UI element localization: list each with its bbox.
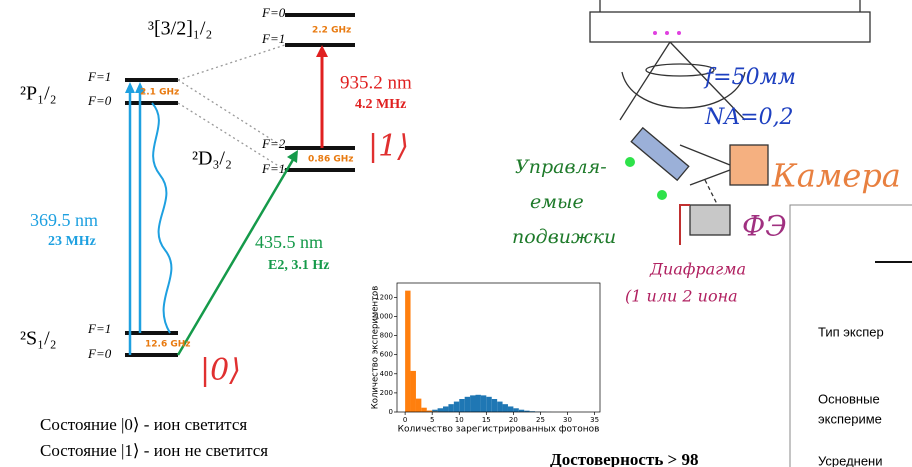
sketch-text: Камера [771, 157, 901, 195]
hist-bar [465, 397, 470, 412]
dialog-text: Основные [818, 391, 880, 406]
x-tick-label: 15 [482, 416, 491, 424]
hist-bar [481, 395, 486, 412]
splitting: 2.1 GHz [140, 88, 179, 98]
hist-bar [421, 408, 426, 412]
hist-bar [405, 291, 410, 412]
y-tick-label: 800 [380, 332, 393, 340]
f-label: F=1 [261, 31, 285, 46]
hist-bar [411, 371, 416, 412]
note: Состояние |1⟩ - ион не светится [40, 441, 268, 460]
x-axis-label: Количество зарегистрированных фотонов [398, 425, 600, 435]
hist-bar [486, 397, 491, 412]
y-tick-label: 200 [380, 389, 393, 397]
linewidth: 4.2 MHz [355, 97, 406, 112]
sketch-text: емые [530, 191, 584, 213]
f-label: F=2 [261, 136, 286, 151]
hist-bar [438, 408, 443, 412]
fidelity: Достоверность > 98 [550, 450, 699, 467]
x-tick-label: 20 [509, 416, 518, 424]
plot-frame [397, 283, 600, 412]
sketch-text: NA=0,2 [704, 105, 794, 130]
level-label: ²D₃/₂ [192, 148, 232, 170]
f-label: F=1 [87, 69, 111, 84]
linewidth: E2, 3.1 Hz [268, 258, 329, 273]
sketch-text: f=50мм [703, 65, 796, 90]
x-tick-label: 30 [563, 416, 572, 424]
f-label: F=0 [87, 346, 112, 361]
level-lines [125, 15, 355, 355]
dialog-text: Усреднени [818, 453, 883, 467]
hist-bar [497, 402, 502, 412]
level-label: ³[3/2]₁/₂ [148, 18, 212, 40]
hist-bar [416, 399, 421, 412]
x-tick-label: 5 [430, 416, 434, 424]
hist-bar [454, 402, 459, 412]
f-label: F=0 [87, 93, 112, 108]
dialog-text: Тип экспер [818, 324, 884, 339]
f-label: F=0 [261, 5, 286, 20]
y-tick-label: 600 [380, 351, 393, 359]
sketch-text: Управля- [515, 156, 607, 178]
y-tick-label: 0 [389, 408, 393, 416]
y-axis-label: Количество экспериментов [371, 286, 381, 410]
x-tick-label: 35 [590, 416, 599, 424]
f-label: F=1 [87, 321, 111, 336]
hist-bar [459, 399, 464, 412]
hist-bar [475, 395, 480, 412]
y-tick-label: 400 [380, 370, 393, 378]
sketch-text: ФЭ [742, 210, 787, 243]
splitting: 2.2 GHz [312, 26, 351, 36]
x-tick-label: 25 [536, 416, 545, 424]
state-label: |0⟩ [200, 353, 241, 388]
linewidth: 23 MHz [48, 234, 96, 249]
hist-bar [448, 404, 453, 412]
hist-bar [513, 408, 518, 412]
state-label: |1⟩ [368, 129, 409, 164]
hist-bar [503, 404, 508, 412]
level-label: ²S₁/₂ [20, 328, 57, 350]
hist-bar [508, 406, 513, 412]
f-label: F=1 [261, 161, 285, 176]
x-tick-label: 0 [403, 416, 407, 424]
hist-bar [470, 395, 475, 412]
hist-bar [443, 406, 448, 412]
wavelength: 369.5 nm [30, 210, 98, 230]
hist-bar [492, 399, 497, 412]
x-tick-label: 10 [455, 416, 464, 424]
level-label: ²P₁/₂ [20, 83, 57, 105]
dialog: Тип экспер Основные экспериме Усреднени [790, 205, 912, 467]
dialog-text: экспериме [818, 411, 882, 426]
note: Состояние |0⟩ - ион светится [40, 415, 247, 434]
slide: ³[3/2]₁/₂ ²P₁/₂ ²D₃/₂ ²S₁/₂ F=0 F=1 F=1 … [0, 0, 912, 467]
splitting: 12.6 GHz [145, 340, 191, 350]
sketch-text: (1 или 2 иона [625, 287, 738, 306]
sketch-text: подвижки [512, 226, 616, 248]
wavelength: 435.5 nm [255, 232, 323, 252]
splitting: 0.86 GHz [308, 155, 354, 165]
wavelength: 935.2 nm [340, 72, 412, 93]
sketch-text: Диафрагма [649, 260, 746, 279]
